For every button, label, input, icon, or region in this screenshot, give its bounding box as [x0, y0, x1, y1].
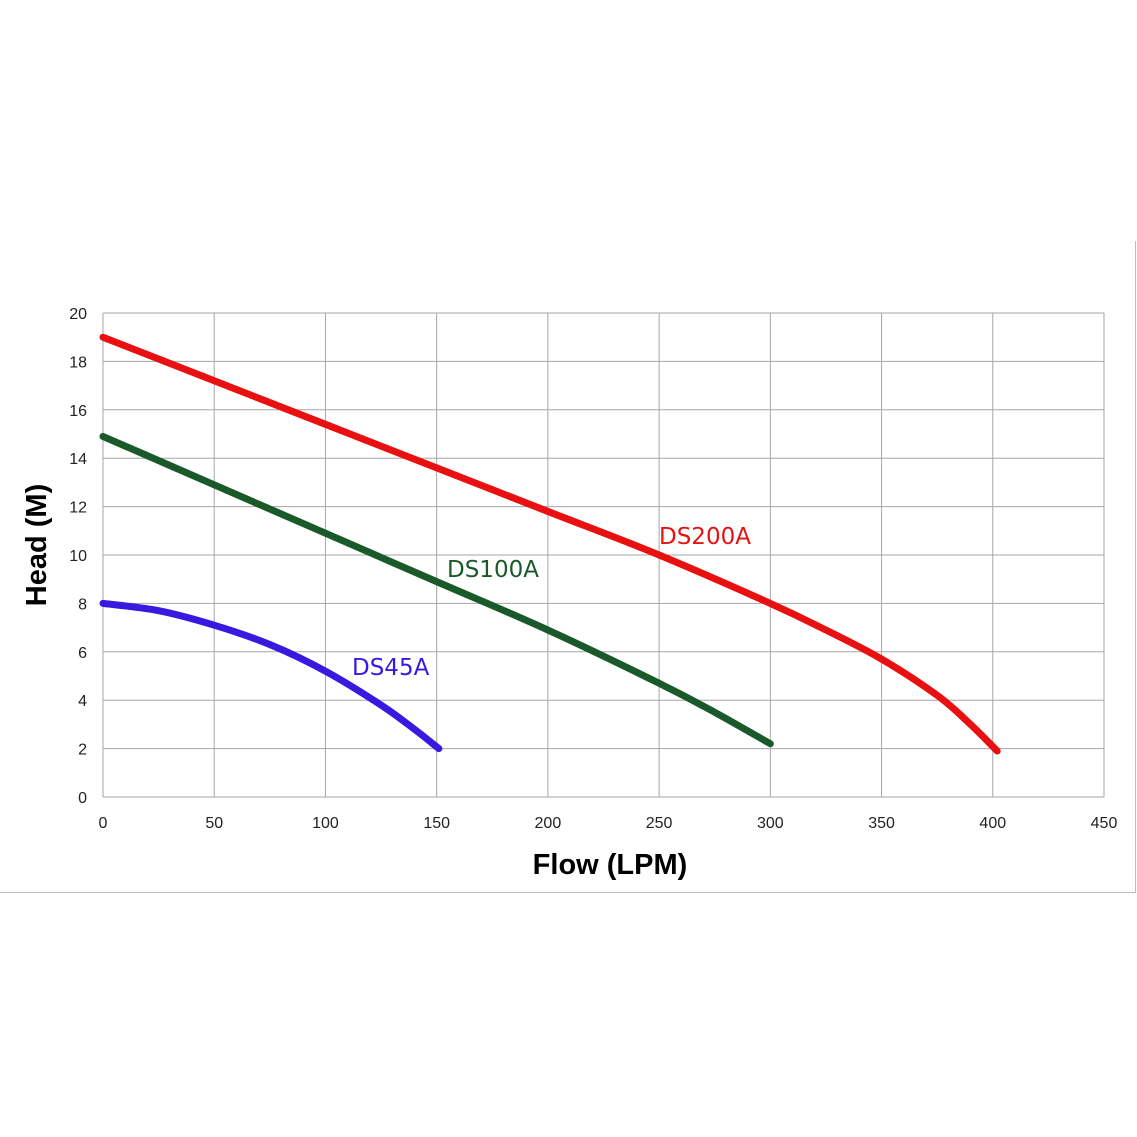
x-tick-label: 100 [312, 815, 339, 832]
y-tick-label: 18 [69, 354, 87, 371]
series-label-ds200a: DS200A [659, 524, 751, 550]
y-axis-title: Head (M) [21, 484, 53, 606]
x-tick-label: 0 [99, 815, 108, 832]
series-line-ds45a [99, 599, 443, 753]
grid [102, 312, 1105, 798]
x-tick-labels: 0 50 100 150 200 250 300 350 400 450 [99, 815, 1118, 832]
x-tick-label: 200 [535, 815, 562, 832]
x-tick-label: 350 [868, 815, 895, 832]
series-line-ds100a [99, 432, 774, 748]
x-axis-title: Flow (LPM) [533, 849, 688, 881]
x-tick-label: 150 [423, 815, 450, 832]
y-tick-label: 20 [69, 306, 87, 323]
x-tick-label: 400 [979, 815, 1006, 832]
x-tick-label: 450 [1091, 815, 1118, 832]
chart-frame [0, 241, 1136, 893]
y-tick-label: 0 [78, 790, 87, 807]
series-labels: DS200A DS100A DS45A [352, 524, 751, 681]
y-tick-label: 10 [69, 548, 87, 565]
x-tick-label: 250 [646, 815, 673, 832]
x-tick-label: 300 [757, 815, 784, 832]
series-label-ds100a: DS100A [447, 557, 539, 583]
y-tick-label: 2 [78, 742, 87, 759]
y-tick-label: 16 [69, 403, 87, 420]
y-tick-label: 14 [69, 451, 87, 468]
y-tick-label: 6 [78, 645, 87, 662]
series-label-ds45a: DS45A [352, 655, 430, 681]
x-tick-label: 50 [205, 815, 223, 832]
series-lines [99, 333, 1001, 755]
series-line-ds200a [99, 333, 1001, 755]
y-tick-label: 12 [69, 500, 87, 517]
y-tick-label: 8 [78, 596, 87, 613]
y-tick-labels: 0 2 4 6 8 10 12 14 16 18 20 [69, 306, 87, 807]
y-tick-label: 4 [78, 693, 87, 710]
